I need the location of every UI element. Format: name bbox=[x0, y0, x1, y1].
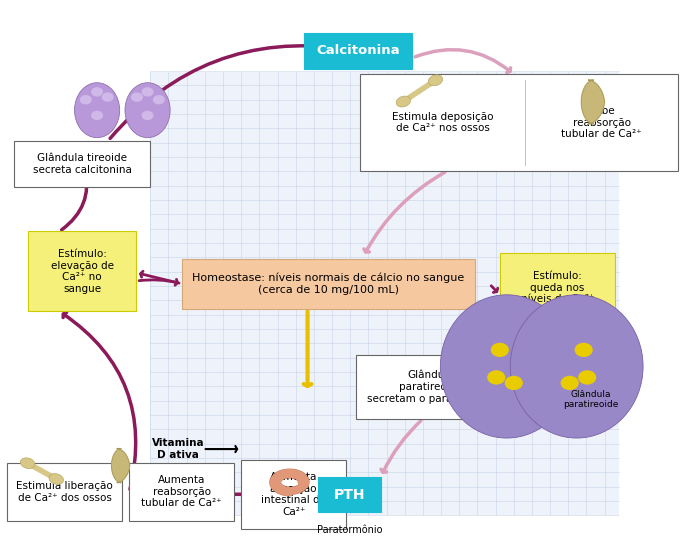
Text: Homeostase: níveis normais de cálcio no sangue
(cerca de 10 mg/100 mL): Homeostase: níveis normais de cálcio no … bbox=[192, 273, 465, 295]
FancyBboxPatch shape bbox=[360, 74, 678, 171]
Text: Estimula deposição
de Ca²⁺ nos ossos: Estimula deposição de Ca²⁺ nos ossos bbox=[392, 112, 493, 133]
Text: Glândulas
paratireoides
secretam o paratormônio: Glândulas paratireoides secretam o parat… bbox=[367, 370, 500, 404]
Circle shape bbox=[131, 93, 143, 102]
FancyBboxPatch shape bbox=[7, 463, 122, 521]
FancyBboxPatch shape bbox=[356, 355, 510, 419]
Circle shape bbox=[142, 87, 154, 96]
Text: Estimula liberação
de Ca²⁺ dos ossos: Estimula liberação de Ca²⁺ dos ossos bbox=[16, 481, 113, 503]
FancyBboxPatch shape bbox=[304, 33, 412, 69]
Bar bbox=[150, 72, 619, 515]
Text: Aumenta
reabsorção
tubular de Ca²⁺: Aumenta reabsorção tubular de Ca²⁺ bbox=[141, 475, 222, 509]
Circle shape bbox=[561, 376, 579, 390]
Ellipse shape bbox=[125, 83, 170, 138]
FancyBboxPatch shape bbox=[182, 259, 475, 309]
Text: Glândula
paratireoide: Glândula paratireoide bbox=[563, 390, 619, 409]
Text: Estímulo:
elevação de
Ca²⁺ no
sangue: Estímulo: elevação de Ca²⁺ no sangue bbox=[50, 249, 114, 294]
Text: Paratormônio: Paratormônio bbox=[317, 525, 382, 534]
FancyBboxPatch shape bbox=[129, 463, 234, 521]
Ellipse shape bbox=[428, 75, 442, 86]
FancyBboxPatch shape bbox=[28, 231, 136, 311]
Circle shape bbox=[491, 343, 509, 357]
Polygon shape bbox=[582, 80, 605, 124]
Ellipse shape bbox=[440, 295, 573, 438]
Circle shape bbox=[91, 87, 103, 96]
Circle shape bbox=[153, 95, 165, 105]
Text: Inibe
reabsorção
tubular de Ca²⁺: Inibe reabsorção tubular de Ca²⁺ bbox=[561, 106, 642, 139]
Circle shape bbox=[487, 370, 505, 385]
Circle shape bbox=[91, 111, 103, 120]
FancyBboxPatch shape bbox=[318, 477, 381, 512]
FancyBboxPatch shape bbox=[241, 460, 346, 529]
Text: Glândula tireoide
secreta calcitonina: Glândula tireoide secreta calcitonina bbox=[33, 153, 131, 175]
Ellipse shape bbox=[396, 96, 410, 107]
Ellipse shape bbox=[49, 474, 64, 484]
Circle shape bbox=[80, 95, 92, 105]
Text: Vitamina
D ativa: Vitamina D ativa bbox=[152, 438, 205, 460]
Polygon shape bbox=[112, 449, 129, 483]
Circle shape bbox=[505, 376, 523, 390]
Circle shape bbox=[102, 93, 114, 102]
Ellipse shape bbox=[20, 458, 35, 468]
Ellipse shape bbox=[510, 295, 643, 438]
Text: Aumenta
absorção
intestinal de
Ca²⁺: Aumenta absorção intestinal de Ca²⁺ bbox=[261, 472, 326, 517]
Circle shape bbox=[142, 111, 154, 120]
FancyBboxPatch shape bbox=[500, 253, 615, 333]
Text: PTH: PTH bbox=[333, 488, 366, 501]
Circle shape bbox=[575, 343, 593, 357]
Text: Calcitonina: Calcitonina bbox=[317, 45, 400, 57]
Ellipse shape bbox=[75, 83, 120, 138]
Circle shape bbox=[578, 370, 596, 385]
FancyBboxPatch shape bbox=[14, 141, 150, 187]
Text: Estímulo:
queda nos
níveis de Ca²⁺
no sangue: Estímulo: queda nos níveis de Ca²⁺ no sa… bbox=[521, 271, 594, 316]
